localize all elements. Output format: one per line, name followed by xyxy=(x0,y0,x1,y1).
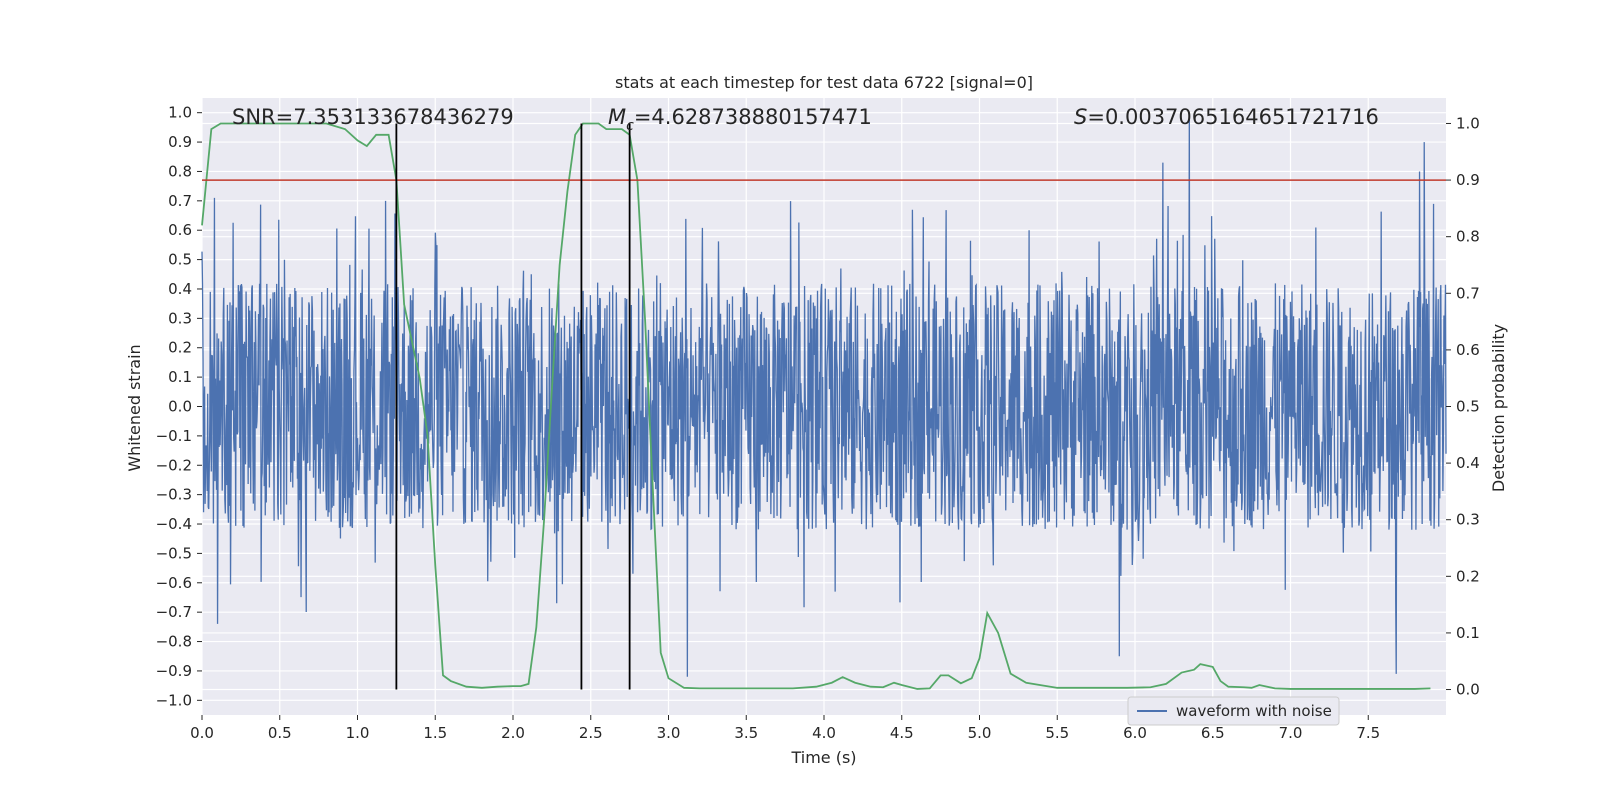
chirp-mass-subscript: c xyxy=(626,118,634,134)
y-axis-label: Whitened strain xyxy=(125,344,144,471)
x-tick-label: 6.0 xyxy=(1123,724,1147,742)
y-tick-label: 0.6 xyxy=(168,221,192,239)
x-tick-label: 7.0 xyxy=(1279,724,1303,742)
legend-box xyxy=(1127,696,1340,726)
x-tick-label: 1.5 xyxy=(423,724,447,742)
y-tick-label: −0.1 xyxy=(156,427,192,445)
y-tick-label: 0.9 xyxy=(168,133,192,151)
y-tick-label: 0.2 xyxy=(168,339,192,357)
x-tick-label: 3.5 xyxy=(734,724,758,742)
x-tick-label: 7.5 xyxy=(1356,724,1380,742)
y-tick-label: 0.7 xyxy=(168,192,192,210)
x-axis-ticks: 0.0 0.5 1.0 1.5 2.0 2.5 3.0 3.5 4.0 4.5 5.0 5.5 6.0 6… xyxy=(190,715,1380,742)
y2-tick-label: 1.0 xyxy=(1456,114,1480,132)
y2-tick-label: 0.5 xyxy=(1456,398,1480,416)
y-tick-label: −0.2 xyxy=(156,456,192,474)
y-tick-label: 1.0 xyxy=(168,104,192,122)
chirp-mass-value: =4.628738880157471 xyxy=(634,105,872,129)
y-tick-label: 0.0 xyxy=(168,398,192,416)
y-tick-label: −0.9 xyxy=(156,662,192,680)
y-tick-label: −0.3 xyxy=(156,486,192,504)
y2-tick-label: 0.4 xyxy=(1456,454,1480,472)
x-tick-label: 0.0 xyxy=(190,724,214,742)
s-value: =0.0037065164651721716 xyxy=(1087,105,1379,129)
x-tick-label: 5.0 xyxy=(968,724,992,742)
y-tick-label: 0.4 xyxy=(168,280,192,298)
y2-tick-label: 0.7 xyxy=(1456,284,1480,302)
y2-tick-label: 0.8 xyxy=(1456,228,1480,246)
y-tick-label: −0.7 xyxy=(156,603,192,621)
x-tick-label: 5.5 xyxy=(1045,724,1069,742)
y-tick-label: −1.0 xyxy=(156,691,192,709)
y-tick-label: −0.4 xyxy=(156,515,192,533)
y-tick-label: 0.5 xyxy=(168,251,192,269)
y2-tick-label: 0.2 xyxy=(1456,567,1480,585)
x-tick-label: 4.0 xyxy=(812,724,836,742)
y2-tick-label: 0.3 xyxy=(1456,511,1480,529)
y2-axis-ticks: 1.0 0.9 0.8 0.7 0.6 0.5 0.4 0.3 0.2 0.1 0.0 xyxy=(1446,114,1480,699)
waveform-series xyxy=(201,112,1447,677)
y2-tick-label: 0.6 xyxy=(1456,341,1480,359)
s-annotation: S=0.0037065164651721716 xyxy=(1074,105,1379,129)
x-tick-label: 2.5 xyxy=(579,724,603,742)
x-tick-label: 4.5 xyxy=(890,724,914,742)
y-axis-ticks: 1.0 0.9 0.8 0.7 0.6 0.5 0.4 0.3 0.2 0.1 0.0 −0.1 −0.… xyxy=(156,104,202,709)
y2-axis-label: Detection probability xyxy=(1489,324,1508,492)
probability-series xyxy=(201,122,1431,690)
x-tick-label: 3.0 xyxy=(657,724,681,742)
probability-line xyxy=(201,122,1431,690)
snr-annotation: SNR=7.353133678436279 xyxy=(232,105,514,129)
x-axis-label: Time (s) xyxy=(790,748,856,767)
y-tick-label: 0.3 xyxy=(168,309,192,327)
chirp-mass-symbol: M xyxy=(608,105,626,129)
legend: waveform with noise xyxy=(1127,696,1340,726)
waveform-line xyxy=(201,112,1447,677)
s-symbol: S xyxy=(1074,105,1087,129)
x-tick-label: 6.5 xyxy=(1201,724,1225,742)
y2-tick-label: 0.1 xyxy=(1456,624,1480,642)
y2-tick-label: 0.0 xyxy=(1456,681,1480,699)
y-tick-label: −0.5 xyxy=(156,544,192,562)
plot-area xyxy=(201,98,1447,715)
y-tick-label: −0.8 xyxy=(156,633,192,651)
chirp-mass-annotation: Mc=4.628738880157471 xyxy=(608,105,872,134)
y2-tick-label: 0.9 xyxy=(1456,171,1480,189)
y-tick-label: 0.8 xyxy=(168,162,192,180)
x-tick-label: 1.0 xyxy=(346,724,370,742)
y-tick-label: 0.1 xyxy=(168,368,192,386)
legend-label: waveform with noise xyxy=(1176,702,1332,720)
x-tick-label: 2.0 xyxy=(501,724,525,742)
y-tick-label: −0.6 xyxy=(156,574,192,592)
chart-title: stats at each timestep for test data 672… xyxy=(615,73,1033,92)
vertical-markers xyxy=(395,123,631,690)
x-tick-label: 0.5 xyxy=(268,724,292,742)
